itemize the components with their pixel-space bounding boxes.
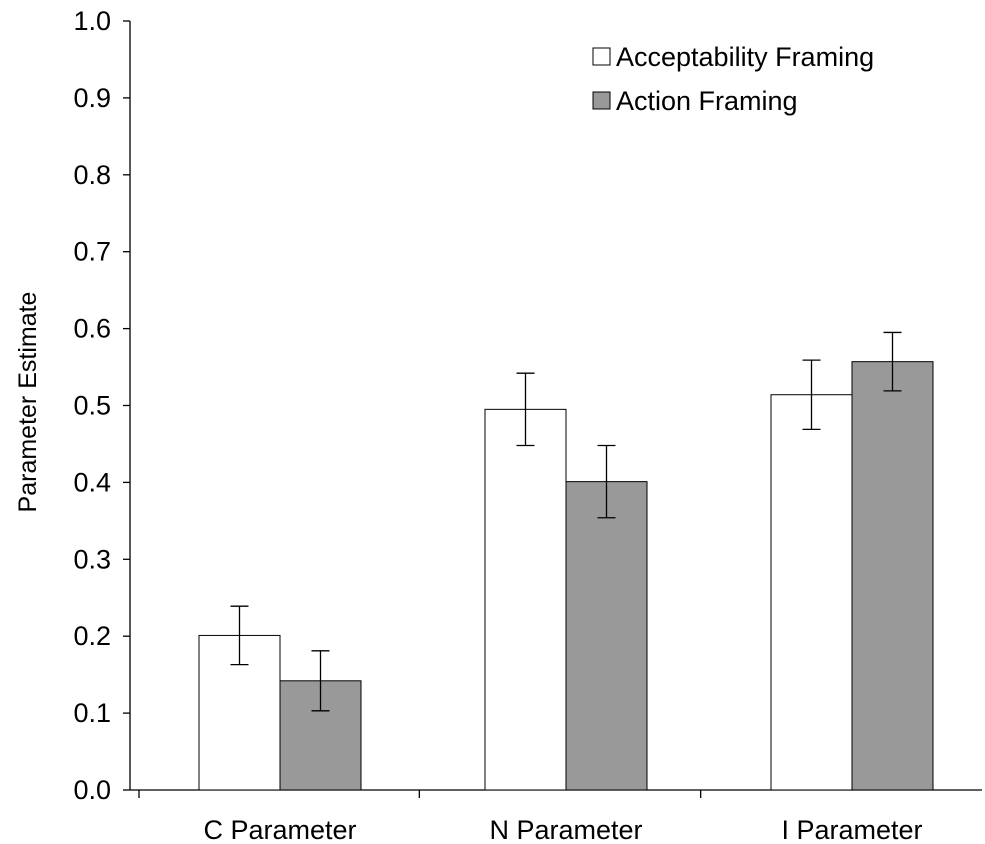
y-tick-label: 0.3 — [73, 544, 111, 574]
bar-action-i — [851, 361, 934, 791]
bar-action-n — [565, 481, 648, 791]
y-axis-title: Parameter Estimate — [14, 292, 42, 513]
y-tick-label: 0.6 — [73, 314, 111, 344]
y-tick-label: 0.2 — [73, 621, 111, 651]
x-category-label: C Parameter — [203, 815, 356, 844]
legend-swatch — [592, 47, 611, 66]
legend-swatch — [592, 91, 611, 110]
legend-label: Action Framing — [616, 86, 798, 116]
legend-label: Acceptability Framing — [616, 42, 874, 72]
legend: Acceptability Framing Action Framing — [592, 42, 874, 116]
bar-acceptability-i — [770, 394, 853, 791]
y-tick-label: 0.1 — [73, 698, 111, 728]
x-category-label: I Parameter — [781, 815, 922, 844]
bars — [198, 361, 934, 791]
error-bars — [230, 331, 902, 712]
y-tick-label: 1.0 — [73, 6, 111, 36]
x-category-label: N Parameter — [489, 815, 642, 844]
y-axis: 0.0 0.1 0.2 0.3 0.4 0.5 0.6 0.7 0.8 0.9 1.0 — [73, 6, 131, 805]
y-tick-label: 0.4 — [73, 467, 111, 497]
y-tick-label: 0.5 — [73, 391, 111, 421]
y-tick-label: 0.9 — [73, 83, 111, 113]
bar-acceptability-n — [484, 408, 567, 791]
y-tick-label: 0.0 — [73, 775, 111, 805]
x-axis: C Parameter N Parameter I Parameter — [130, 789, 982, 844]
y-tick-label: 0.8 — [73, 160, 111, 190]
y-tick-label: 0.7 — [73, 237, 111, 267]
